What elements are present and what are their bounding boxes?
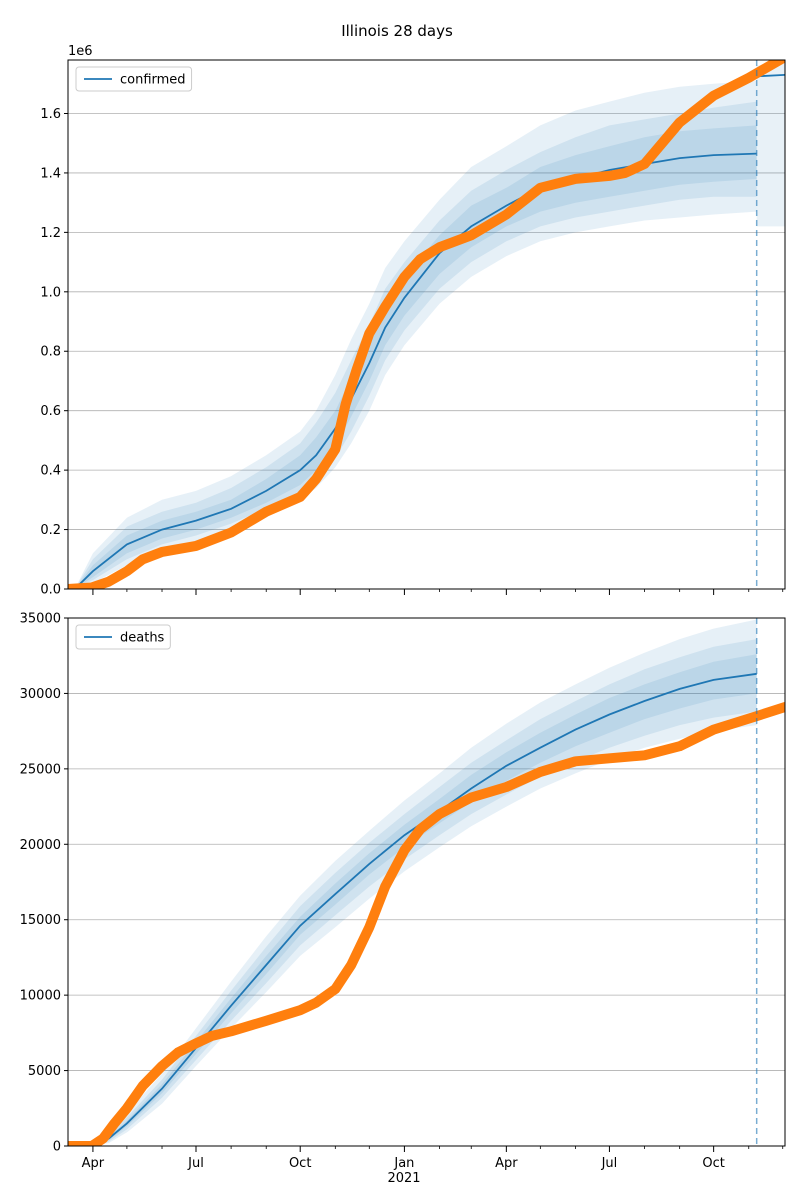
extended-band: [756, 60, 785, 227]
legend-box: [75, 66, 193, 92]
y-tick-label: 20000: [20, 838, 61, 853]
confidence-band: [68, 639, 757, 1146]
chart-title: Illinois 28 days: [341, 22, 453, 40]
x-year-label: 2021: [387, 1171, 420, 1186]
x-tick-label: Apr: [82, 1156, 105, 1171]
legend-box: [75, 624, 171, 650]
x-tick-label: Apr: [495, 1156, 518, 1171]
confidence-band: [68, 125, 757, 589]
y-tick-label: 0.0: [40, 583, 61, 598]
y-tick-label: 25000: [20, 762, 61, 777]
y-tick-label: 0.4: [40, 464, 61, 479]
y-offset-label: 1e6: [68, 44, 93, 59]
x-tick-label: Oct: [702, 1156, 724, 1171]
x-tick-label: Jan: [393, 1156, 414, 1171]
y-tick-label: 5000: [28, 1064, 61, 1079]
x-tick-label: Jul: [601, 1156, 618, 1171]
y-tick-label: 30000: [20, 687, 61, 702]
confirmed-panel: 0.0 0.2 0.4 0.6 0.8 1.0 1.2 1.4 1.6 1e6 confirmed: [40, 44, 786, 598]
model-line: [68, 152, 757, 589]
plot-frame: [67, 617, 786, 1147]
deaths-panel: 0 5000 10000 15000 20000 25000 30000 35000 death…: [20, 612, 786, 1155]
y-tick-label: 35000: [20, 612, 61, 627]
y-tick-label: 1.4: [40, 166, 61, 181]
plot-frame: [67, 59, 786, 590]
legend-label: confirmed: [120, 73, 186, 88]
y-tick-label: 1.0: [40, 285, 61, 300]
confidence-band: [68, 654, 757, 1146]
y-tick-label: 0.8: [40, 345, 61, 360]
observed-line: [68, 60, 785, 589]
confidence-band: [68, 619, 757, 1146]
legend-label: deaths: [120, 631, 165, 646]
y-tick-label: 10000: [20, 989, 61, 1004]
model-line: [68, 672, 757, 1146]
y-tick-label: 0.6: [40, 404, 61, 419]
y-tick-label: 0: [53, 1140, 61, 1155]
x-tick-label: Jul: [187, 1156, 204, 1171]
x-tick-label: Oct: [289, 1156, 311, 1171]
legend: confirmed: [75, 66, 193, 92]
y-tick-label: 0.2: [40, 523, 61, 538]
y-tick-label: 15000: [20, 913, 61, 928]
x-axis-labels: Apr Jul Oct Jan Apr Jul Oct: [82, 1156, 725, 1171]
y-tick-label: 1.2: [40, 226, 61, 241]
confidence-band: [68, 80, 757, 589]
legend: deaths: [75, 624, 171, 650]
y-tick-label: 1.6: [40, 107, 61, 122]
observed-line: [68, 702, 785, 1146]
